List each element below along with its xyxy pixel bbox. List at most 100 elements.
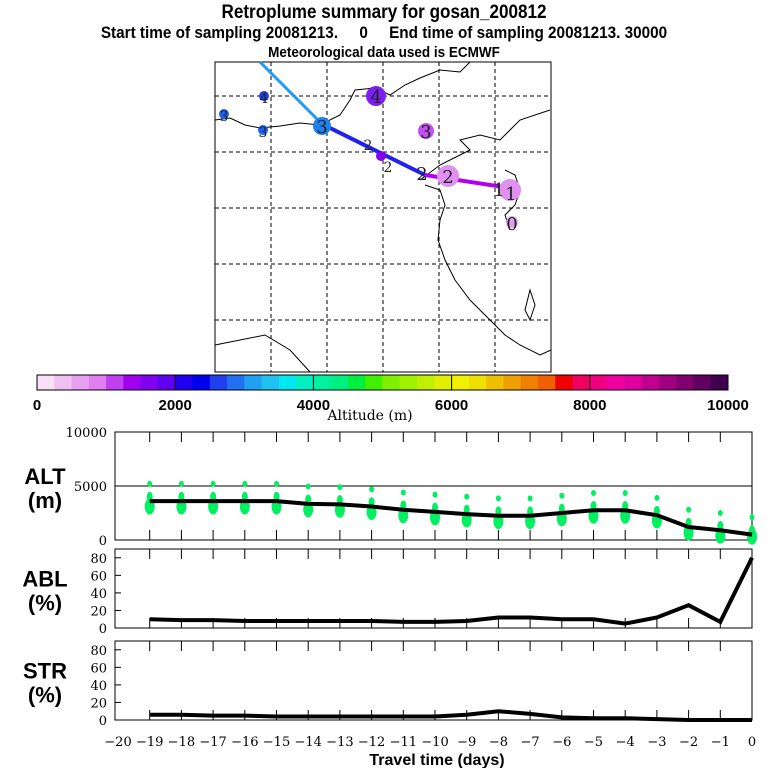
colorbar-tick-label: 4000	[297, 397, 330, 414]
plume-marker	[499, 179, 521, 201]
chart-subtitle: Start time of sampling 20081213. 0 End t…	[100, 23, 668, 42]
scatter-point	[527, 495, 533, 502]
colorbar-segment	[710, 375, 729, 390]
colorbar-segment	[537, 375, 556, 390]
map-label: 3	[220, 109, 229, 125]
x-tick-label: −13	[326, 735, 353, 750]
x-tick-label: −1	[711, 735, 730, 750]
trajectory-segment	[321, 122, 426, 177]
scatter-point	[464, 493, 470, 500]
scatter-point	[274, 480, 279, 487]
colorbar-segment	[486, 375, 504, 390]
scatter-point	[559, 492, 565, 499]
series-line	[149, 499, 753, 537]
plume-marker	[313, 117, 331, 135]
y-tick-label: 10000	[66, 426, 107, 441]
colorbar-segment	[572, 375, 591, 390]
y-tick-label: 5000	[74, 480, 107, 495]
map-label: 2	[364, 138, 373, 154]
colorbar-segment	[123, 375, 142, 390]
map-label: 4	[260, 91, 269, 107]
y-tick-label: 0	[99, 534, 107, 549]
map-label: 2	[442, 167, 453, 188]
plot-frame	[114, 548, 753, 629]
y-tick-label: 20	[90, 696, 107, 711]
map-label: 3	[420, 122, 431, 143]
scatter-point	[242, 480, 248, 487]
scatter-point	[654, 494, 660, 501]
coastlines	[214, 61, 552, 373]
colorbar-segment	[244, 375, 263, 390]
colorbar-segment	[106, 375, 124, 390]
x-tick-label: −6	[552, 735, 571, 750]
scatter-point	[622, 490, 628, 497]
colorbar-segment	[330, 375, 349, 390]
map-label: 0	[506, 214, 517, 235]
y-tick-label: 40	[90, 679, 107, 694]
scatter-point	[337, 484, 343, 491]
plot-frame	[114, 640, 753, 721]
x-tick-label: −18	[168, 735, 195, 750]
colorbar-segment	[278, 375, 297, 390]
plume-marker	[366, 86, 386, 106]
x-tick-label: −12	[358, 735, 385, 750]
colorbar-segment	[641, 375, 660, 390]
x-tick-label: −14	[294, 735, 321, 750]
colorbar-segment	[140, 375, 159, 390]
panel-unit: (m)	[28, 488, 62, 513]
x-tick-label: −4	[616, 735, 635, 750]
y-tick-label: 20	[90, 604, 107, 619]
colorbar-segment	[71, 375, 90, 390]
colorbar-segment	[192, 375, 211, 390]
colorbar-segment	[88, 375, 107, 390]
y-tick-label: 0	[99, 714, 107, 729]
colorbar-tick-label: 0	[33, 397, 41, 414]
x-tick-label: −9	[457, 735, 476, 750]
colorbar-segment	[693, 375, 712, 390]
plume-marker	[418, 123, 434, 139]
panel-label: ABL	[22, 567, 67, 592]
y-tick-label: 60	[90, 661, 107, 676]
plume-marker	[258, 125, 268, 135]
x-tick-label: −17	[199, 735, 226, 750]
map-label: 1	[505, 184, 516, 205]
x-tick-label: −5	[584, 735, 603, 750]
y-tick-label: 40	[90, 587, 107, 602]
y-tick-label: 80	[90, 552, 107, 567]
colorbar-segment	[157, 375, 176, 390]
x-tick-label: −19	[136, 735, 163, 750]
colorbar-segment	[382, 375, 401, 390]
colorbar-segment	[347, 375, 366, 390]
colorbar-label: Altitude (m)	[326, 408, 412, 424]
x-tick-label: −2	[679, 735, 698, 750]
scatter-point	[178, 480, 184, 487]
colorbar-segment	[399, 375, 418, 390]
x-axis-label: Travel time (days)	[369, 752, 504, 768]
x-tick-label: −16	[231, 735, 258, 750]
colorbar-segment	[417, 375, 435, 390]
x-tick-label: −8	[489, 735, 508, 750]
colorbar-segment	[175, 375, 193, 390]
x-tick-label: −15	[263, 735, 290, 750]
map-label: 1	[493, 180, 504, 201]
map-label: 2	[416, 164, 427, 185]
scatter-point	[369, 486, 375, 493]
chart-title: Retroplume summary for gosan_200812	[221, 2, 547, 23]
colorbar-segment	[209, 375, 228, 390]
colorbar-segment	[607, 375, 625, 390]
colorbar-segment	[676, 375, 694, 390]
y-tick-label: 80	[90, 644, 107, 659]
colorbar-segment	[54, 375, 73, 390]
panel-unit: (%)	[28, 683, 62, 708]
panel-label: STR	[23, 659, 67, 684]
y-tick-label: 60	[90, 569, 107, 584]
colorbar	[36, 374, 729, 391]
colorbar-tick-label: 6000	[435, 397, 468, 414]
scatter-point	[495, 495, 501, 502]
map-label: 2	[384, 160, 393, 176]
colorbar-tick-label: 2000	[159, 397, 192, 414]
plume-marker	[506, 216, 518, 228]
colorbar-segment	[468, 375, 487, 390]
colorbar-segment	[434, 375, 453, 390]
